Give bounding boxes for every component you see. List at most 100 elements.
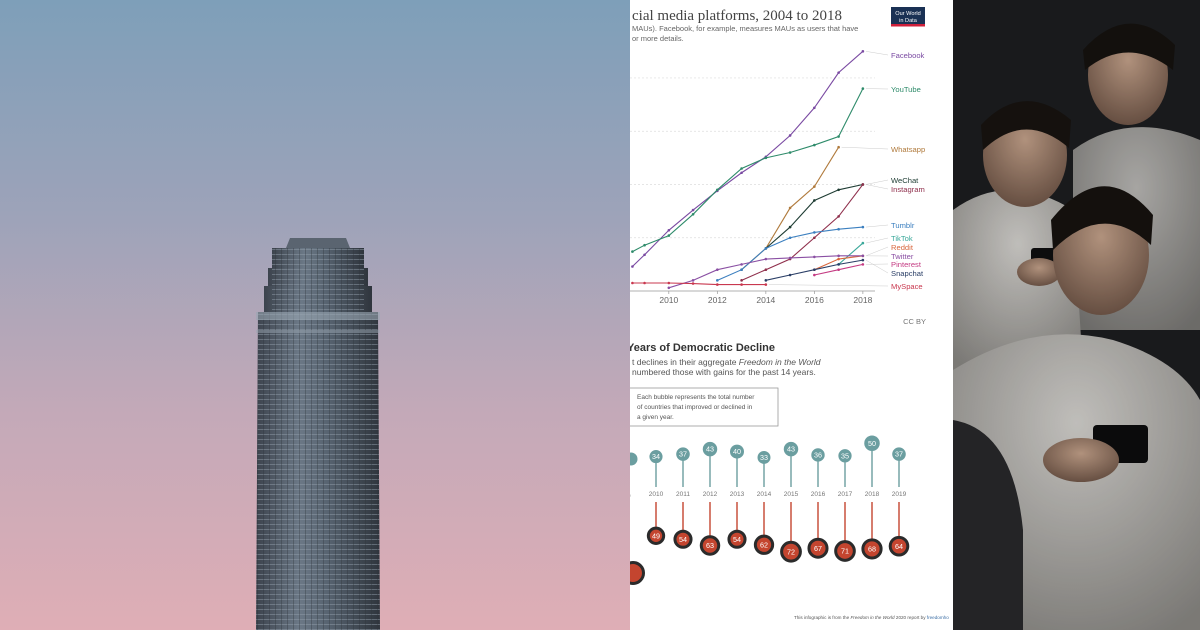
skyscraper-illustration: [256, 238, 380, 630]
decline-bubble-cropped: [630, 561, 645, 585]
legend-leader-wechat: [865, 179, 889, 185]
decline-value: 49: [652, 531, 660, 540]
point-youtube: [764, 156, 768, 160]
gain-value: 43: [706, 445, 714, 454]
x-tick-label: 2016: [805, 295, 824, 305]
point-youtube: [837, 135, 840, 138]
owid-logo[interactable]: Our World in Data: [891, 7, 925, 27]
series-line-youtube: [632, 88, 864, 253]
decline-bubble: [861, 538, 883, 560]
legend-label-tiktok[interactable]: TikTok: [891, 234, 913, 243]
point-youtube: [716, 188, 719, 192]
gain-bubble: [892, 447, 906, 461]
social-chart-subtitle-line1: MAUs). Facebook, for example, measures M…: [632, 24, 858, 33]
decline-value: 63: [706, 541, 714, 550]
charts-panel: cial media platforms, 2004 to 2018 MAUs)…: [630, 0, 953, 630]
legend-label-youtube[interactable]: YouTube: [891, 85, 921, 94]
point-instagram: [837, 215, 840, 218]
legend-leader-reddit: [865, 246, 889, 257]
point-tiktok: [861, 241, 865, 245]
people-with-phones-illustration: [953, 0, 1200, 630]
point-facebook: [788, 134, 792, 137]
point-reddit: [837, 257, 840, 261]
legend-label-tumblr[interactable]: Tumblr: [891, 221, 915, 230]
social-chart-subtitle-line2: or more details.: [632, 34, 684, 43]
legend-leader-whatsapp: [841, 146, 889, 150]
legend-label-twitter[interactable]: Twitter: [891, 252, 914, 261]
point-twitter: [861, 254, 865, 258]
social-chart-series: [631, 50, 865, 290]
legend-leader-facebook: [865, 51, 889, 56]
gain-bubble: [838, 449, 852, 463]
point-facebook: [631, 265, 634, 268]
point-tumblr: [813, 231, 816, 234]
year-label: 2017: [838, 491, 853, 498]
x-tick-label: 2018: [853, 295, 872, 305]
legend-label-whatsapp[interactable]: Whatsapp: [891, 145, 925, 154]
point-facebook: [837, 71, 840, 74]
year-label: 2015: [784, 491, 799, 498]
point-youtube: [861, 87, 865, 90]
point-whatsapp: [788, 206, 792, 210]
series-line-facebook: [632, 50, 864, 267]
legend-label-facebook[interactable]: Facebook: [891, 51, 925, 60]
people-photo-panel: [953, 0, 1200, 630]
gain-bubble: [676, 447, 690, 461]
democracy-footer: This infographic is from the Freedom in …: [794, 615, 949, 620]
point-twitter: [764, 257, 768, 261]
point-facebook: [813, 106, 816, 110]
series-line-instagram: [741, 184, 864, 281]
point-tumblr: [764, 247, 768, 250]
point-facebook: [667, 228, 671, 232]
legend-label-myspace[interactable]: MySpace: [891, 282, 923, 291]
social-chart-x-axis: 2010 2012 2014 2016 2018: [659, 291, 873, 305]
democracy-title: Years of Democratic Decline: [630, 342, 775, 354]
legend-label-snapchat[interactable]: Snapchat: [891, 269, 924, 278]
x-tick-label: 2012: [708, 295, 727, 305]
year-label: 2014: [757, 491, 772, 498]
point-pinterest: [837, 268, 840, 271]
decline-bubble: [753, 534, 775, 555]
point-myspace: [691, 282, 695, 285]
decline-value: 68: [868, 545, 876, 554]
point-youtube: [788, 151, 792, 154]
decline-bubble: [807, 537, 829, 559]
decline-value: 67: [814, 544, 822, 553]
decline-bubble: [727, 529, 747, 549]
legend-label-instagram[interactable]: Instagram: [891, 185, 925, 194]
democracy-note-box: Each bubble represents the total number …: [630, 387, 779, 427]
point-facebook: [740, 171, 743, 175]
point-youtube: [631, 250, 634, 253]
gain-bubble: [757, 450, 771, 464]
legend-leader-myspace: [768, 284, 889, 287]
democracy-subtitle-line2: numbered those with gains for the past 1…: [632, 367, 816, 377]
decline-bubble: [699, 535, 721, 556]
gain-value: 35: [841, 451, 849, 460]
democracy-note-line1: Each bubble represents the total number: [637, 394, 755, 401]
gain-bubble: [864, 435, 880, 451]
owid-logo-line1: Our World: [895, 11, 920, 17]
legend-label-reddit[interactable]: Reddit: [891, 243, 914, 252]
year-label: 2019: [892, 491, 907, 498]
tower-crown: [286, 238, 350, 248]
gain-value: 36: [814, 451, 822, 460]
decline-value: 72: [787, 547, 795, 556]
legend-leader-tumblr: [865, 224, 889, 228]
democracy-bubble-chart: 34 49 2010 37 54 2011 43 63 2012 40 54 2013 33 62 2014…: [630, 435, 910, 585]
series-line-myspace: [632, 282, 766, 286]
gain-value: 37: [679, 450, 687, 459]
point-tumblr: [837, 227, 840, 231]
decline-bubble: [673, 529, 693, 549]
point-myspace: [667, 281, 671, 285]
gain-value: 37: [895, 450, 903, 459]
license-label[interactable]: CC BY: [903, 317, 926, 326]
decline-bubble: [646, 526, 666, 545]
legend-label-pinterest[interactable]: Pinterest: [891, 260, 922, 269]
point-wechat: [813, 199, 816, 202]
point-snapchat: [788, 273, 792, 277]
x-tick-label: 2014: [756, 295, 775, 305]
year-label: 2016: [811, 491, 826, 498]
legend-label-wechat[interactable]: WeChat: [891, 176, 919, 185]
year-label: 2012: [703, 491, 718, 498]
